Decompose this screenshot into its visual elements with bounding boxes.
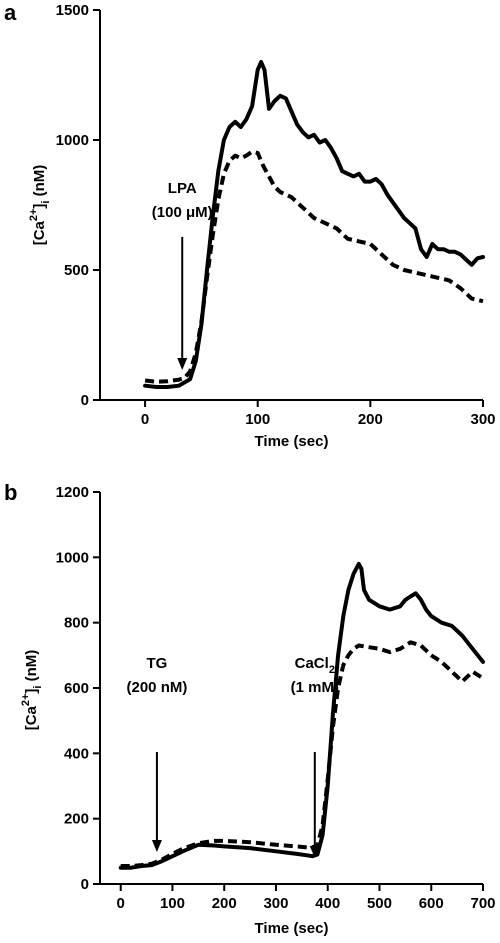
x-axis-title: Time (sec) — [255, 433, 329, 450]
y-tick-label: 600 — [64, 680, 89, 697]
y-tick-label: 800 — [64, 615, 89, 632]
x-tick-label: 400 — [315, 895, 340, 912]
y-axis-title-part: [Ca — [31, 220, 48, 245]
y-axis-title-sub: i — [32, 686, 44, 689]
x-tick-label: 100 — [160, 895, 185, 912]
x-tick-label: 300 — [470, 411, 495, 428]
y-tick-label: 0 — [81, 392, 89, 409]
x-tick-label: 700 — [470, 895, 495, 912]
x-axis-title: Time (sec) — [255, 920, 329, 937]
y-tick-label: 1200 — [56, 484, 89, 501]
y-axis-title-part: [Ca — [23, 705, 40, 730]
annotation-arrow-head — [177, 358, 188, 370]
x-tick-label: 300 — [263, 895, 288, 912]
x-tick-label: 500 — [367, 895, 392, 912]
annotation-label: CaCl2 — [295, 655, 335, 676]
annotation-arrow-head — [151, 840, 162, 852]
series-line-solid — [143, 60, 485, 389]
annotation-label: (1 mM) — [291, 679, 339, 696]
y-axis-title-sup: 2+ — [20, 694, 32, 707]
y-axis-title-sup: 2+ — [28, 209, 40, 222]
series-line-dashed — [144, 149, 484, 384]
y-axis-title-unit: (nM) — [31, 165, 48, 201]
panel-b: 0 200 400 600 800 1000 1200 0 100 200 300 400 500 600… — [20, 484, 496, 937]
x-tick-label: 200 — [212, 895, 237, 912]
y-tick-label: 200 — [64, 811, 89, 828]
annotation-sub: 2 — [329, 664, 335, 676]
annotation-label: (200 nM) — [127, 679, 188, 696]
x-tick-label: 100 — [245, 411, 270, 428]
y-axis-title-unit: (nM) — [23, 650, 40, 686]
y-tick-label: 1500 — [56, 2, 89, 19]
annotation-label: (100 μM) — [152, 204, 213, 221]
y-axis-title: [Ca2+]i (nM) — [28, 165, 52, 246]
series-line-solid — [118, 561, 485, 870]
x-tick-label: 200 — [358, 411, 383, 428]
annotation-label: LPA — [168, 180, 197, 197]
y-tick-label: 0 — [81, 876, 89, 893]
y-tick-label: 1000 — [56, 132, 89, 149]
y-axis-title-part: ] — [23, 689, 40, 694]
panel-label-a: a — [4, 0, 17, 25]
series-line-dashed — [120, 640, 485, 868]
y-axis-title-sub: i — [40, 201, 52, 204]
annotation-arrow-head — [309, 846, 320, 858]
x-tick-label: 600 — [419, 895, 444, 912]
x-tick-label: 0 — [117, 895, 125, 912]
y-tick-label: 500 — [64, 262, 89, 279]
y-tick-label: 400 — [64, 745, 89, 762]
panel-label-b: b — [4, 480, 17, 505]
y-tick-label: 1000 — [56, 549, 89, 566]
panel-a: 0 500 1000 1500 0 100 200 300 Time (sec) [Ca2+]i … — [28, 2, 496, 450]
y-axis-title-part: ] — [31, 204, 48, 209]
x-tick-label: 0 — [141, 411, 149, 428]
y-axis-title: [Ca2+]i (nM) — [20, 650, 44, 731]
annotation-label: TG — [147, 655, 168, 672]
